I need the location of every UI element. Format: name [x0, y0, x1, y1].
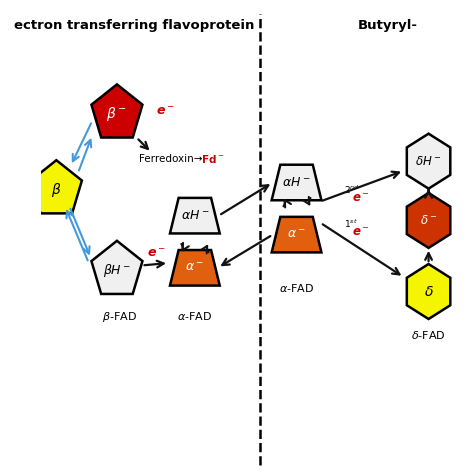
Text: $\beta$-FAD: $\beta$-FAD	[101, 310, 137, 325]
Text: $\alpha H^-$: $\alpha H^-$	[181, 209, 209, 222]
Text: e$^-$: e$^-$	[352, 192, 370, 205]
Text: $\alpha H^-$: $\alpha H^-$	[283, 176, 311, 189]
Text: Butyryl-: Butyryl-	[357, 19, 418, 32]
Text: $\beta H^-$: $\beta H^-$	[103, 262, 131, 279]
Text: e$^-$: e$^-$	[147, 247, 166, 260]
Text: Ferredoxin→: Ferredoxin→	[138, 154, 202, 164]
Text: 2$^{nd}$: 2$^{nd}$	[344, 183, 360, 196]
Text: $\alpha^-$: $\alpha^-$	[185, 261, 204, 274]
Text: $\alpha$-FAD: $\alpha$-FAD	[177, 310, 212, 322]
Polygon shape	[170, 198, 220, 233]
Polygon shape	[272, 217, 321, 252]
Polygon shape	[272, 165, 321, 200]
Polygon shape	[170, 250, 220, 285]
Text: 1$^{st}$: 1$^{st}$	[344, 218, 358, 230]
Text: ectron transferring flavoprotein: ectron transferring flavoprotein	[14, 19, 255, 32]
Text: $\beta$: $\beta$	[51, 181, 62, 199]
Text: $\delta H^-$: $\delta H^-$	[415, 155, 442, 168]
Text: $\delta^-$: $\delta^-$	[419, 214, 438, 227]
Polygon shape	[407, 134, 450, 189]
Polygon shape	[407, 193, 450, 248]
Text: e$^-$: e$^-$	[156, 105, 174, 118]
Text: Fd$^-$: Fd$^-$	[201, 153, 225, 165]
Text: $\delta$-FAD: $\delta$-FAD	[411, 329, 446, 341]
Polygon shape	[91, 241, 143, 294]
Polygon shape	[91, 84, 143, 137]
Text: $\alpha$-FAD: $\alpha$-FAD	[279, 282, 314, 294]
Text: e$^-$: e$^-$	[352, 226, 370, 239]
Text: $\beta^-$: $\beta^-$	[107, 105, 128, 123]
Polygon shape	[407, 264, 450, 319]
Text: $\alpha^-$: $\alpha^-$	[287, 228, 306, 241]
Polygon shape	[31, 160, 82, 213]
Text: $\delta$: $\delta$	[424, 284, 434, 299]
